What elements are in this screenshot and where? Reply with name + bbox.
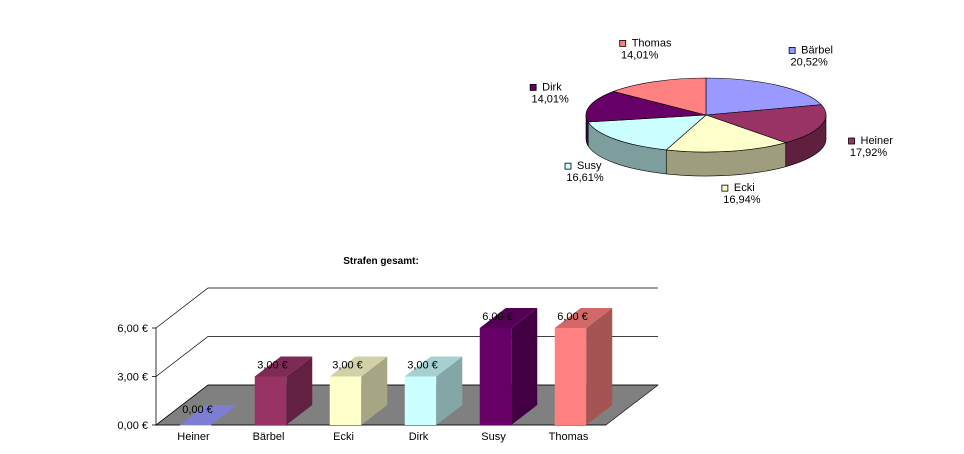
bar-susy[interactable] <box>479 308 538 425</box>
pie-slice-value: 14,01% <box>531 93 569 105</box>
pie-slice-4[interactable] <box>585 91 707 123</box>
pie-legend-swatch <box>529 83 537 91</box>
bar-top <box>179 405 238 425</box>
pie-chart: Bärbel20,52%Heiner17,92%Ecki16,94%Susy16… <box>529 37 894 206</box>
bar-category-label: Dirk <box>409 431 429 443</box>
bar-top <box>329 356 388 377</box>
bar-front <box>554 328 587 425</box>
bar-front <box>254 376 287 425</box>
bar-side <box>286 356 313 425</box>
pie-slice-name: Heiner <box>861 135 894 147</box>
bar-top <box>404 356 463 377</box>
bar-chart: Strafen gesamt: 0,00 € 3,00 € 6,00 € 0,00 €… <box>117 256 659 443</box>
bar-thomas[interactable] <box>554 308 613 425</box>
bar-side <box>511 308 538 425</box>
pie-slice-value: 20,52% <box>790 56 828 68</box>
bar-value-label: 3,00 € <box>257 360 288 372</box>
bar-side <box>586 308 613 425</box>
bar-value-label: 0,00 € <box>182 404 213 416</box>
bar-side <box>361 356 388 425</box>
bar-value-label: 6,00 € <box>482 311 513 323</box>
pie-legend-swatch <box>721 184 729 192</box>
pie-legend-swatch <box>619 39 627 47</box>
pie-slice-value: 14,01% <box>621 49 659 61</box>
pie-legend-swatch <box>564 162 572 170</box>
pie-slice-name: Susy <box>577 160 602 172</box>
bar-top <box>554 308 613 328</box>
bar-front <box>329 376 362 425</box>
bar-top <box>479 308 538 328</box>
pie-slice-0[interactable] <box>705 77 822 116</box>
bar-y-tick-label: 3,00 € <box>117 372 148 384</box>
bar-top <box>254 356 313 377</box>
bar-chart-title: Strafen gesamt: <box>343 256 419 267</box>
bar-ecki[interactable] <box>329 356 388 426</box>
bar-y-tick-label: 6,00 € <box>117 323 148 335</box>
pie-slice-value: 17,92% <box>850 147 888 159</box>
bar-front <box>479 328 512 425</box>
pie-slice-1[interactable] <box>705 104 827 143</box>
bar-gridline <box>155 287 658 329</box>
bar-value-label: 6,00 € <box>557 311 588 323</box>
bar-category-label: Bärbel <box>253 431 285 443</box>
pie-slice-5[interactable] <box>612 77 707 116</box>
bar-side <box>436 356 463 425</box>
pie-legend-swatch <box>788 47 796 54</box>
pie-slice-name: Dirk <box>542 81 562 93</box>
bar-category-label: Heiner <box>177 431 210 443</box>
bar-value-label: 3,00 € <box>332 360 363 372</box>
pie-slice-value: 16,94% <box>723 194 761 206</box>
pie-slice-name: Ecki <box>734 182 755 194</box>
bar-heiner[interactable] <box>179 405 238 426</box>
bar-y-tick-label: 0,00 € <box>117 420 148 432</box>
bar-value-label: 3,00 € <box>407 360 438 372</box>
bar-category-label: Ecki <box>333 431 354 443</box>
pie-slice-3[interactable] <box>587 114 707 151</box>
bar-category-label: Susy <box>481 431 506 443</box>
pie-legend-swatch <box>848 137 855 145</box>
bar-front <box>179 425 212 426</box>
pie-slice-value: 16,61% <box>566 172 604 184</box>
pie-slice-name: Bärbel <box>801 44 833 56</box>
bar-category-label: Thomas <box>549 431 589 443</box>
pie-slice-name: Thomas <box>632 37 672 49</box>
bar-bärbel[interactable] <box>254 356 313 426</box>
bar-dirk[interactable] <box>404 356 463 426</box>
bar-front <box>404 376 437 425</box>
pie-slice-2[interactable] <box>665 114 787 153</box>
